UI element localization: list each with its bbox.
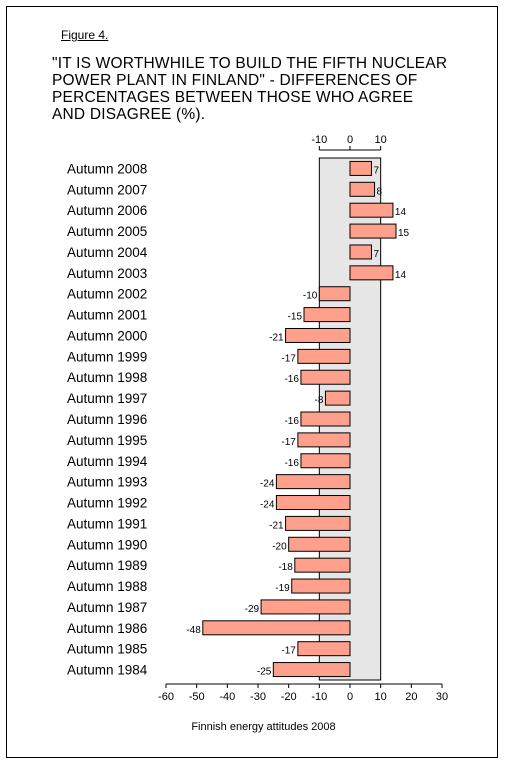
category-label: Autumn 1992 [67,496,147,511]
data-label: -19 [275,583,290,594]
bar [285,515,351,531]
data-label: -10 [303,291,318,302]
bar [285,327,351,343]
category-label: Autumn 1999 [67,349,147,364]
category-label: Autumn 2008 [67,161,147,176]
chart-title: "IT IS WORTHWHILE TO BUILD THE FIFTH NUC… [52,55,448,123]
bar [349,244,372,260]
bar [297,432,351,448]
bar [349,202,394,218]
data-label: -24 [260,479,275,490]
data-label: -18 [278,562,293,573]
category-label: Autumn 2003 [67,266,147,281]
category-label: Autumn 1988 [67,579,147,594]
data-label: 8 [377,186,383,197]
data-label: -16 [284,458,299,469]
bar [291,578,351,594]
bar [300,411,351,427]
category-label: Autumn 2006 [67,203,147,218]
data-label: 14 [395,207,407,218]
x-tick-label: -40 [219,691,235,703]
category-label: Autumn 1998 [67,370,147,385]
data-label: 7 [373,249,379,260]
bar [349,223,397,239]
x-tick-label: 20 [405,691,417,703]
category-label: Autumn 1990 [67,537,147,552]
category-label: Autumn 1997 [67,391,147,406]
bar [288,536,351,552]
category-label: Autumn 1985 [67,642,147,657]
category-label: Autumn 2005 [67,224,147,239]
data-label: -24 [260,500,275,511]
x-tick-label: 30 [436,691,448,703]
x-tick-label: -60 [158,691,174,703]
data-label: -16 [284,374,299,385]
figure-frame [6,6,498,758]
bar [275,495,351,511]
source-footer: Finnish energy attitudes 2008 [191,721,336,733]
category-label: Autumn 1991 [67,516,147,531]
category-label: Autumn 1984 [67,663,148,678]
data-label: -21 [269,332,284,343]
category-label: Autumn 2002 [67,287,147,302]
category-label: Autumn 1995 [67,433,147,448]
data-label: 7 [373,165,379,176]
category-label: Autumn 1986 [67,621,147,636]
data-label: -21 [269,520,284,531]
x-tick-label: -20 [281,691,297,703]
bar [297,641,351,657]
bar [260,599,351,615]
bar [275,474,351,490]
category-label: Autumn 2004 [67,245,148,260]
category-label: Autumn 1987 [67,600,147,615]
bar [300,369,351,385]
x-tick-label: -10 [311,691,327,703]
bar [272,662,351,678]
category-label: Autumn 2007 [67,182,147,197]
bar [324,390,351,406]
data-label: -8 [315,395,324,406]
category-label: Autumn 2000 [67,328,147,343]
data-label: -17 [281,437,296,448]
x-tick-label: 0 [347,691,353,703]
category-label: Autumn 2001 [67,308,147,323]
data-label: -48 [186,625,201,636]
data-label: -25 [257,667,272,678]
data-label: -29 [245,604,260,615]
data-label: -15 [288,312,303,323]
data-label: -17 [281,353,296,364]
category-label: Autumn 1993 [67,475,147,490]
top-tick-label: -10 [311,134,327,146]
top-tick-label: 0 [347,134,353,146]
bar [318,286,351,302]
bar [349,265,394,281]
bar [349,181,376,197]
bar [202,620,351,636]
x-tick-label: -30 [250,691,266,703]
category-label: Autumn 1996 [67,412,147,427]
data-label: 14 [395,270,407,281]
data-label: -16 [284,416,299,427]
figure-label: Figure 4. [61,28,109,42]
x-tick-label: 10 [375,691,387,703]
data-label: 15 [398,228,410,239]
data-label: -20 [272,541,287,552]
category-label: Autumn 1989 [67,558,147,573]
category-label: Autumn 1994 [67,454,148,469]
bar [303,307,351,323]
bar [300,453,351,469]
x-tick-label: -50 [189,691,205,703]
bar [349,160,372,176]
data-label: -17 [281,646,296,657]
bar [297,348,351,364]
top-tick-label: 10 [375,134,387,146]
bar [294,557,351,573]
